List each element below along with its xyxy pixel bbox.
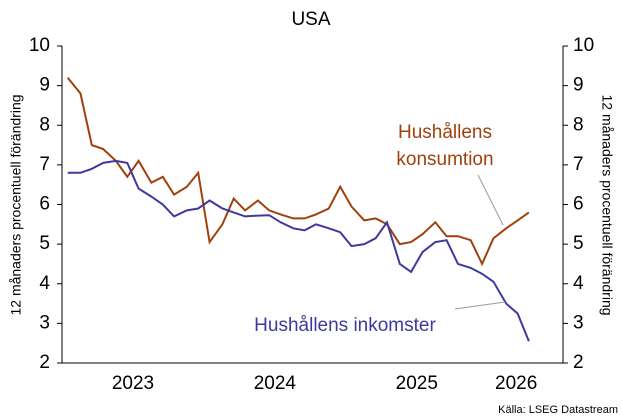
line-series	[67, 159, 530, 342]
y-tick-label: 10	[29, 35, 50, 56]
annotation: Hushållens	[398, 122, 492, 143]
x-tick-label: 2025	[396, 373, 438, 394]
chart-title: USA	[291, 9, 330, 30]
y-tick-label: 2	[39, 352, 50, 373]
y2-tick-label: 9	[573, 75, 584, 96]
y2-tick-label: 6	[573, 194, 584, 215]
y2-tick-label: 5	[573, 233, 584, 254]
y-tick-label: 5	[39, 233, 50, 254]
y-tick-label: 9	[39, 75, 50, 96]
x-tick-label: 2026	[495, 373, 537, 394]
y-tick-label: 7	[39, 154, 50, 175]
line-series	[66, 77, 530, 267]
source: Källa: LSEG Datastream	[498, 404, 618, 416]
x-tick-label: 2023	[112, 373, 154, 394]
leader-line	[477, 174, 504, 226]
y2-tick-label: 7	[573, 154, 584, 175]
y2-tick-label: 10	[573, 35, 594, 56]
y2-tick-label: 3	[573, 312, 584, 333]
y2-tick-label: 2	[573, 352, 584, 373]
x-tick-label: 2024	[254, 373, 297, 394]
y-tick-label: 6	[39, 194, 50, 215]
annotation: Hushållens inkomster	[254, 315, 436, 336]
y-axis-label: 12 månaders procentuell förändring	[8, 94, 24, 315]
y-tick-label: 8	[39, 114, 50, 135]
y2-tick-label: 8	[573, 114, 584, 135]
annotation: konsumtion	[396, 149, 493, 170]
y2-tick-label: 4	[573, 273, 584, 294]
y-tick-label: 4	[39, 273, 50, 294]
y-tick-label: 3	[39, 312, 50, 333]
y2-axis-label: 12 månaders procentuell förändring	[599, 94, 615, 315]
leader-line	[454, 301, 506, 310]
